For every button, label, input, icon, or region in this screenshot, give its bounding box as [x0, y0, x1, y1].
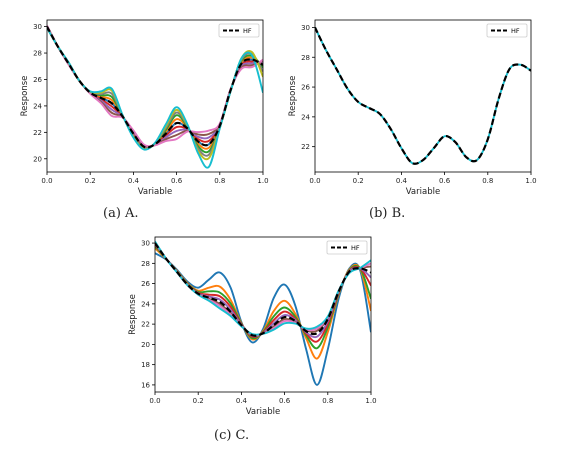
y-tick-label-0: 16: [141, 381, 150, 389]
series-line-0: [155, 242, 371, 337]
legend-hf-label: HF: [351, 244, 360, 252]
x-tick-label-1: 0.2: [353, 177, 364, 185]
x-tick-label-2: 0.4: [396, 177, 408, 185]
series-group: [155, 241, 371, 386]
chart-panel-a: 0.0 0.2 0.4 0.6 0.8 1.0 20 22 24 26 28 30 Variable Re…: [20, 19, 269, 197]
y-tick-label-1: 24: [301, 113, 310, 121]
y-tick-label-3: 26: [33, 76, 42, 84]
x-tick-label-2: 0.4: [236, 397, 248, 405]
x-tick-label-3: 0.6: [279, 397, 291, 405]
series-line-0: [315, 26, 531, 165]
chart-panel-b: 0.0 0.2 0.4 0.6 0.8 1.0 22 24 26 28 30 Variable Resp…: [288, 19, 537, 197]
x-tick-label-5: 1.0: [525, 177, 536, 185]
x-tick-label-3: 0.6: [171, 177, 183, 185]
caption-b: (b) B.: [369, 206, 406, 221]
x-tick-label-0: 0.0: [309, 177, 320, 185]
x-tick-label-0: 0.0: [149, 397, 160, 405]
series-line-8: [155, 241, 371, 336]
y-tick-label-0: 20: [33, 155, 42, 163]
y-tick-label-7: 30: [141, 240, 150, 248]
y-tick-label-4: 24: [141, 300, 150, 308]
series-line-7: [155, 241, 371, 337]
series-line-1: [155, 252, 371, 386]
x-tick-label-4: 0.8: [214, 177, 225, 185]
y-tick-label-1: 22: [33, 129, 42, 137]
y-tick-label-0: 22: [301, 143, 310, 151]
series-group: [47, 25, 263, 169]
series-line-6: [47, 25, 263, 148]
legend-hf-label: HF: [511, 27, 520, 35]
plot-frame: [314, 19, 532, 173]
caption-a: (a) A.: [103, 206, 139, 221]
y-tick-label-1: 18: [141, 361, 150, 369]
legend-hf-label: HF: [243, 27, 252, 35]
x-tick-label-0: 0.0: [41, 177, 52, 185]
y-tick-label-2: 26: [301, 84, 310, 92]
series-line-2: [155, 247, 371, 360]
plot-frame: [46, 19, 264, 173]
x-tick-label-4: 0.8: [322, 397, 333, 405]
x-tick-label-1: 0.2: [85, 177, 96, 185]
chart-panel-c: 0.0 0.2 0.4 0.6 0.8 1.0 16 18 20 22 24 26 28 30 Variab…: [128, 236, 377, 417]
y-axis-label: Response: [20, 76, 30, 117]
y-tick-label-2: 20: [141, 341, 150, 349]
y-tick-label-6: 28: [141, 260, 150, 268]
x-axis-label: Variable: [246, 407, 280, 417]
x-axis-label: Variable: [406, 187, 440, 197]
y-axis-label: Response: [128, 294, 138, 335]
series-line-7: [47, 25, 263, 148]
plot-frame: [154, 236, 372, 393]
x-tick-label-2: 0.4: [128, 177, 140, 185]
x-tick-label-1: 0.2: [193, 397, 204, 405]
series-line-0: [47, 26, 263, 149]
y-tick-label-4: 30: [301, 24, 310, 32]
y-tick-label-3: 22: [141, 321, 150, 329]
series-line-10: [47, 27, 263, 169]
x-tick-label-5: 1.0: [365, 397, 376, 405]
x-tick-label-4: 0.8: [482, 177, 493, 185]
y-tick-label-3: 28: [301, 54, 310, 62]
y-tick-label-5: 26: [141, 280, 150, 288]
y-tick-label-2: 24: [33, 102, 42, 110]
y-tick-label-4: 28: [33, 50, 42, 58]
x-axis-label: Variable: [138, 187, 172, 197]
y-axis-label: Response: [288, 76, 298, 117]
caption-c: (c) C.: [214, 428, 250, 443]
x-tick-label-5: 1.0: [257, 177, 268, 185]
y-tick-label-5: 30: [33, 23, 42, 31]
x-tick-label-3: 0.6: [439, 177, 451, 185]
series-group: [315, 26, 531, 165]
